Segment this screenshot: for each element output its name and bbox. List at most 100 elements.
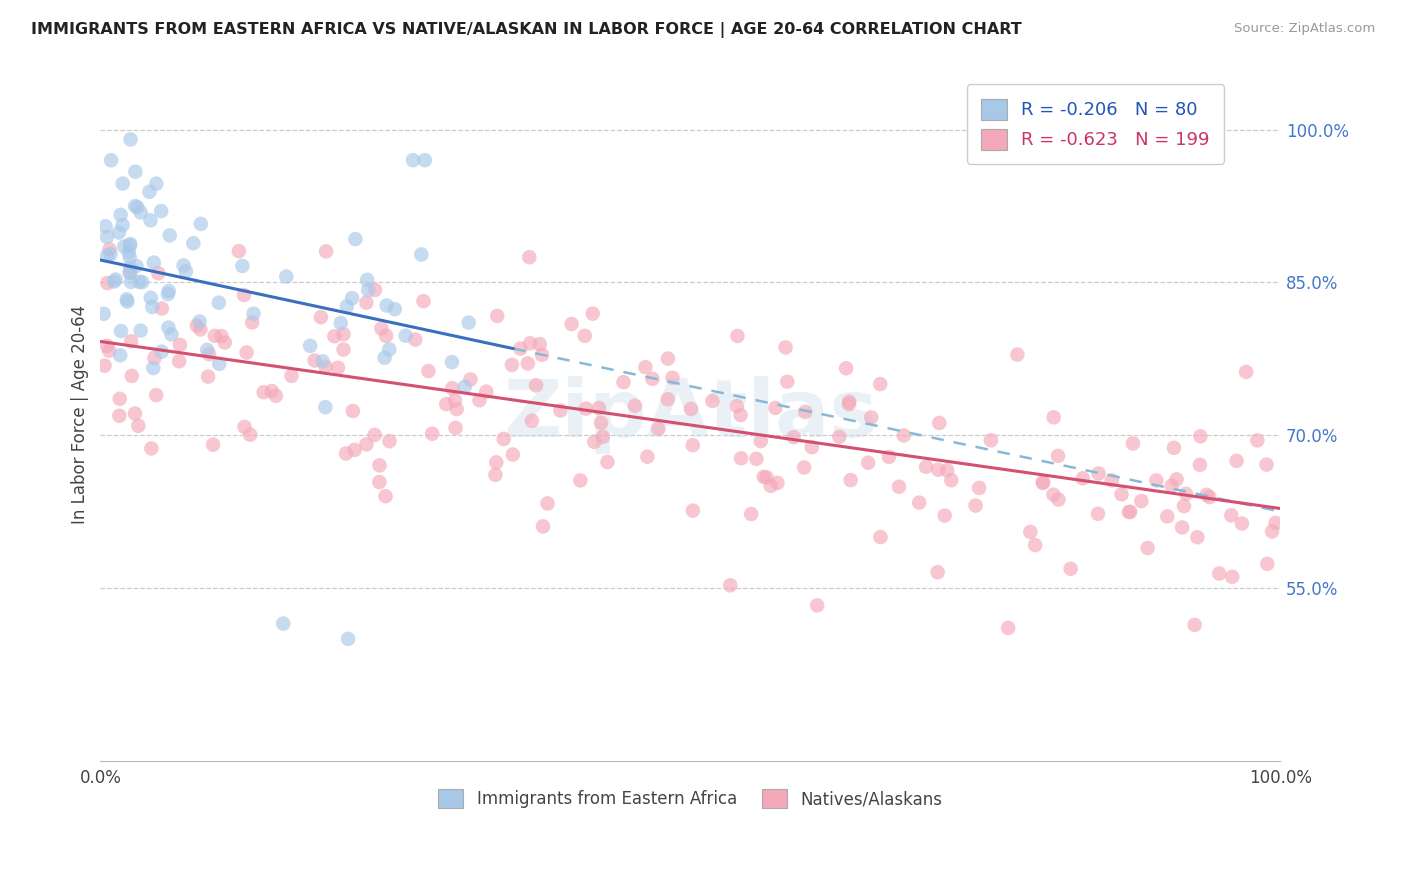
Point	[1032, 475, 1054, 490]
Point	[143, 351, 166, 365]
Point	[634, 360, 657, 375]
Point	[112, 239, 135, 253]
Point	[150, 344, 173, 359]
Point	[323, 329, 346, 343]
Point	[575, 401, 598, 416]
Point	[127, 418, 149, 433]
Point	[531, 519, 554, 533]
Point	[1032, 475, 1054, 490]
Point	[139, 213, 162, 227]
Point	[96, 339, 118, 353]
Point	[394, 328, 416, 343]
Point	[260, 384, 283, 398]
Point	[110, 348, 132, 362]
Point	[233, 288, 256, 302]
Point	[1256, 557, 1278, 571]
Point	[156, 287, 179, 301]
Point	[915, 459, 938, 474]
Point	[108, 392, 131, 406]
Point	[517, 250, 540, 264]
Point	[492, 432, 515, 446]
Point	[588, 401, 610, 415]
Point	[1101, 474, 1123, 488]
Point	[752, 470, 775, 484]
Point	[198, 347, 221, 361]
Point	[569, 474, 592, 488]
Point	[100, 153, 122, 168]
Point	[1234, 365, 1257, 379]
Point	[928, 416, 950, 430]
Point	[127, 200, 149, 214]
Point	[941, 473, 963, 487]
Point	[110, 324, 132, 338]
Point	[202, 437, 225, 451]
Point	[1208, 566, 1230, 581]
Point	[368, 458, 391, 473]
Text: ZipAtlas: ZipAtlas	[503, 376, 877, 454]
Point	[304, 353, 326, 368]
Point	[138, 185, 160, 199]
Point	[104, 272, 127, 286]
Point	[1256, 458, 1278, 472]
Point	[887, 480, 910, 494]
Point	[420, 426, 443, 441]
Point	[1173, 499, 1195, 513]
Point	[98, 242, 121, 256]
Point	[337, 632, 360, 646]
Point	[145, 177, 167, 191]
Point	[1042, 410, 1064, 425]
Point	[484, 467, 506, 482]
Point	[730, 408, 752, 422]
Point	[934, 508, 956, 523]
Point	[839, 473, 862, 487]
Point	[167, 354, 190, 368]
Point	[115, 293, 138, 307]
Point	[315, 244, 337, 259]
Point	[536, 496, 558, 510]
Point	[446, 402, 468, 417]
Point	[765, 401, 787, 415]
Point	[384, 302, 406, 317]
Point	[775, 340, 797, 354]
Point	[404, 333, 426, 347]
Point	[402, 153, 425, 168]
Point	[370, 321, 392, 335]
Point	[378, 434, 401, 449]
Point	[142, 361, 165, 376]
Point	[120, 260, 142, 275]
Point	[1019, 524, 1042, 539]
Point	[125, 259, 148, 273]
Point	[529, 337, 551, 351]
Point	[139, 291, 162, 305]
Text: IMMIGRANTS FROM EASTERN AFRICA VS NATIVE/ALASKAN IN LABOR FORCE | AGE 20-64 CORR: IMMIGRANTS FROM EASTERN AFRICA VS NATIVE…	[31, 22, 1022, 38]
Point	[118, 238, 141, 252]
Point	[502, 448, 524, 462]
Point	[100, 247, 122, 261]
Point	[124, 407, 146, 421]
Point	[208, 295, 231, 310]
Point	[1047, 449, 1070, 463]
Point	[315, 359, 337, 374]
Point	[264, 389, 287, 403]
Point	[110, 208, 132, 222]
Point	[530, 348, 553, 362]
Point	[725, 399, 748, 413]
Point	[1198, 490, 1220, 504]
Point	[444, 393, 467, 408]
Point	[309, 310, 332, 325]
Point	[159, 228, 181, 243]
Point	[1024, 538, 1046, 552]
Point	[1144, 474, 1167, 488]
Point	[314, 400, 336, 414]
Point	[1087, 507, 1109, 521]
Point	[142, 255, 165, 269]
Point	[120, 237, 142, 252]
Point	[280, 368, 302, 383]
Point	[118, 265, 141, 279]
Point	[118, 245, 141, 260]
Point	[997, 621, 1019, 635]
Point	[253, 385, 276, 400]
Point	[509, 342, 531, 356]
Point	[1261, 524, 1284, 539]
Point	[520, 414, 543, 428]
